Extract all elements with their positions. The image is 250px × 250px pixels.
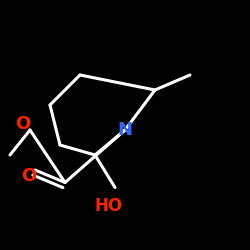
Text: HO: HO [95,197,123,215]
Text: O: O [15,115,30,133]
Text: N: N [118,121,132,139]
Text: O: O [21,167,36,185]
